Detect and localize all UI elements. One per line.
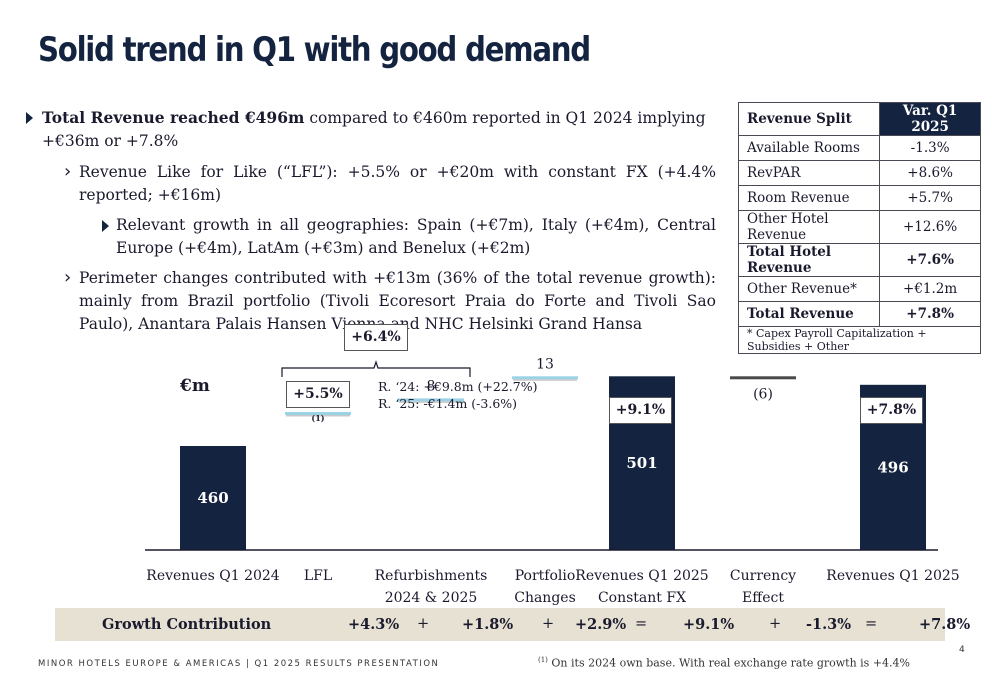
x-tick-label: Revenues Q1 2025 bbox=[575, 568, 708, 584]
revenue-split-note-row: * Capex Payroll Capitalization + Subsidi… bbox=[738, 326, 981, 354]
revenue-split-row: Other Hotel Revenue +12.6% bbox=[737, 210, 981, 244]
revenue-split-row-label: Room Revenue bbox=[737, 185, 881, 211]
revenue-split-row-value: +7.6% bbox=[879, 243, 981, 277]
x-tick-label: Revenues Q1 2024 bbox=[146, 568, 280, 584]
growth-value: +1.8% bbox=[462, 616, 514, 633]
bracket-growth-label: +6.4% bbox=[351, 329, 401, 345]
x-tick-label: Refurbishments bbox=[375, 568, 488, 584]
x-tick-label: LFL bbox=[304, 568, 332, 584]
waterfall-value-label: 501 bbox=[626, 454, 657, 472]
revenue-split-body: Available Rooms -1.3% RevPAR +8.6% Room Reve… bbox=[737, 135, 981, 354]
revenue-split-row-label: Total Revenue bbox=[737, 301, 881, 327]
page-number: 4 bbox=[959, 645, 965, 655]
waterfall-value-label: 460 bbox=[197, 489, 228, 507]
revenue-split-row: Total Revenue +7.8% bbox=[737, 301, 981, 327]
revenue-split-row-label: Other Revenue* bbox=[737, 276, 881, 302]
footnote: (1) On its 2024 own base. With real exch… bbox=[538, 656, 910, 670]
growth-operator: = bbox=[635, 616, 648, 632]
revenue-split-row-value: -1.3% bbox=[879, 135, 981, 161]
bullet-geographies: Relevant growth in all geographies: Spai… bbox=[102, 214, 716, 260]
growth-contribution-label: Growth Contribution bbox=[102, 616, 272, 633]
x-tick-label: Revenues Q1 2025 bbox=[826, 568, 959, 584]
revenue-split-row: Available Rooms -1.3% bbox=[737, 135, 981, 161]
waterfall-bar-delta bbox=[512, 376, 578, 380]
revenue-split-row-value: +€1.2m bbox=[879, 276, 981, 302]
revenue-split-row-label: Total Hotel Revenue bbox=[737, 243, 881, 277]
waterfall-value-label: 13 bbox=[536, 356, 554, 372]
growth-value: -1.3% bbox=[806, 616, 852, 633]
bullet-total-revenue: Total Revenue reached €496m compared to … bbox=[26, 106, 716, 153]
waterfall-bar-shadow bbox=[513, 379, 577, 381]
revenue-split-note: * Capex Payroll Capitalization + Subsidi… bbox=[738, 326, 981, 354]
waterfall-bar-shadow bbox=[399, 401, 463, 403]
revenue-split-table: Revenue Split Var. Q1 2025 Available Roo… bbox=[737, 102, 981, 354]
chart-y-label: €m bbox=[180, 376, 210, 396]
x-tick-label: Currency bbox=[730, 568, 796, 584]
bullet-total-revenue-bold: Total Revenue reached €496m bbox=[42, 108, 305, 127]
waterfall-value-label: 496 bbox=[877, 458, 908, 476]
revenue-split-row-value: +8.6% bbox=[879, 160, 981, 186]
revenue-split-row-label: RevPAR bbox=[737, 160, 881, 186]
summary-bullets: Total Revenue reached €496m compared to … bbox=[26, 106, 716, 343]
growth-contribution-band: Growth Contribution +4.3% + +1.8% + +2.9% = +9… bbox=[55, 608, 970, 641]
growth-operator: = bbox=[865, 616, 878, 632]
waterfall-value-label: (6) bbox=[753, 386, 773, 402]
revenue-split-row-value: +5.7% bbox=[879, 185, 981, 211]
growth-operator: + bbox=[417, 616, 430, 632]
growth-operator: + bbox=[542, 616, 555, 632]
bullet-lfl: Revenue Like for Like (“LFL”): +5.5% or … bbox=[64, 160, 716, 207]
bullet-perimeter: Perimeter changes contributed with +€13m… bbox=[64, 266, 716, 336]
revenue-split-row: Total Hotel Revenue +7.6% bbox=[737, 243, 981, 277]
revenue-split-row: RevPAR +8.6% bbox=[737, 160, 981, 186]
bullet-total-revenue-text: compared to €460m reported in Q1 2024 im… bbox=[42, 109, 706, 150]
lfl-growth-sup: (1) bbox=[311, 413, 325, 423]
revenue-split-row: Other Revenue* +€1.2m bbox=[737, 276, 981, 302]
footnote-text: On its 2024 own base. With real exchange… bbox=[547, 656, 910, 670]
refurbishment-note-2025: R. ‘25: -€1.4m (-3.6%) bbox=[378, 396, 518, 411]
revenue-split-row: Room Revenue +5.7% bbox=[737, 185, 981, 211]
revenue-split-row-value: +7.8% bbox=[879, 301, 981, 327]
refurbishment-note: R. ‘24: +€9.8m (+22.7%) R. ‘25: -€1.4m (… bbox=[378, 378, 538, 412]
x-tick-label: Effect bbox=[742, 590, 784, 606]
waterfall-bar-shadow bbox=[286, 415, 350, 417]
x-tick-label: Constant FX bbox=[598, 590, 686, 606]
growth-value: +9.1% bbox=[683, 616, 735, 633]
waterfall-bar-total bbox=[180, 446, 246, 550]
page-title: Solid trend in Q1 with good demand bbox=[38, 30, 591, 70]
constant-fx-growth-box: +9.1% bbox=[609, 397, 672, 424]
refurbishment-note-2024: R. ‘24: +€9.8m (+22.7%) bbox=[378, 379, 538, 394]
revenue-split-row-label: Available Rooms bbox=[737, 135, 881, 161]
footer-text: MINOR HOTELS EUROPE & AMERICAS | Q1 2025… bbox=[38, 659, 440, 669]
x-tick-label: 2024 & 2025 bbox=[385, 590, 478, 606]
revenue-split-row-value: +12.6% bbox=[879, 210, 981, 244]
lfl-growth-box: +5.5% (1) bbox=[286, 381, 350, 423]
waterfall-bar-delta bbox=[285, 412, 351, 415]
growth-operator: + bbox=[769, 616, 782, 632]
x-tick-label: Portfolio bbox=[515, 568, 576, 584]
revenue-split-header-value: Var. Q1 2025 bbox=[879, 102, 981, 136]
lfl-growth-label: +5.5% bbox=[293, 386, 343, 402]
revenue-split-row-label: Other Hotel Revenue bbox=[737, 210, 881, 244]
x-tick-label: Changes bbox=[514, 590, 576, 606]
waterfall-bar-negative bbox=[730, 376, 796, 380]
bracket-growth-box: +6.4% bbox=[344, 324, 408, 351]
constant-fx-growth-label: +9.1% bbox=[615, 402, 666, 418]
chart-bracket bbox=[281, 360, 471, 377]
final-growth-box: +7.8% bbox=[860, 397, 923, 424]
footnote-sup: (1) bbox=[538, 656, 548, 664]
growth-value: +2.9% bbox=[575, 616, 627, 633]
growth-value: +7.8% bbox=[919, 616, 971, 633]
growth-value: +4.3% bbox=[348, 616, 400, 633]
waterfall-bar-delta bbox=[398, 398, 464, 402]
revenue-split-header-label: Revenue Split bbox=[737, 102, 881, 136]
waterfall-value-label: 8 bbox=[427, 378, 436, 394]
final-growth-label: +7.8% bbox=[866, 402, 917, 418]
